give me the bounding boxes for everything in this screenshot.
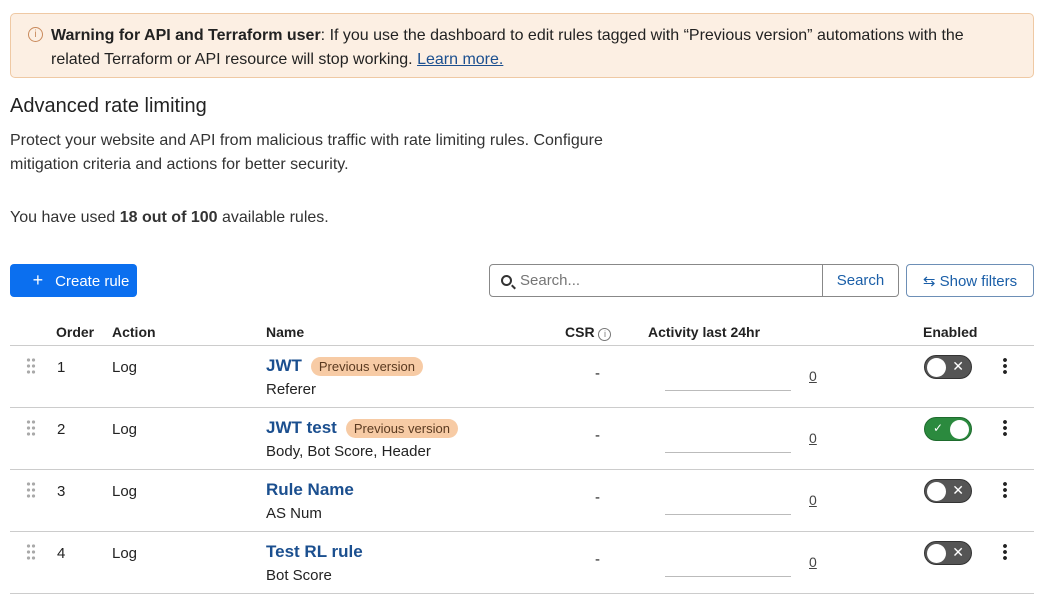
rule-fields: AS Num [266, 505, 322, 522]
activity-sparkline [665, 390, 791, 391]
rule-fields: Bot Score [266, 567, 332, 584]
activity-sparkline [665, 514, 791, 515]
warning-banner: i Warning for API and Terraform user: If… [10, 13, 1034, 78]
rule-name: Rule Name [266, 480, 354, 500]
enabled-toggle[interactable]: ✕ [924, 355, 972, 379]
search-button[interactable]: Search [822, 265, 898, 296]
learn-more-link[interactable]: Learn more. [417, 51, 504, 68]
header-order: Order [56, 324, 95, 340]
rule-csr: - [595, 489, 600, 506]
rule-action: Log [112, 483, 138, 500]
table-row: 1 Log JWT Previous version Referer - 0 ✕ [0, 345, 1045, 407]
toggle-knob [927, 544, 946, 563]
rule-name-link[interactable]: JWT test [266, 418, 337, 437]
search-input[interactable] [490, 265, 822, 296]
create-rule-label: Create rule [55, 273, 130, 290]
toggle-knob [950, 420, 969, 439]
activity-count-link[interactable]: 0 [809, 492, 817, 508]
header-csr: CSR i [565, 324, 612, 341]
more-options-icon[interactable] [1000, 543, 1010, 561]
search-group: Search [489, 264, 899, 297]
header-name: Name [266, 324, 305, 340]
rule-action: Log [112, 359, 138, 376]
activity-sparkline [665, 452, 791, 453]
usage-prefix: You have used [10, 209, 120, 226]
rule-action: Log [112, 545, 138, 562]
rule-name-link[interactable]: Test RL rule [266, 542, 363, 561]
rule-csr: - [595, 427, 600, 444]
activity-count-link[interactable]: 0 [809, 368, 817, 384]
more-options-icon[interactable] [1000, 357, 1010, 375]
rule-name: Test RL rule [266, 542, 363, 562]
header-action: Action [112, 324, 156, 340]
x-icon: ✕ [952, 358, 964, 374]
activity-count-link[interactable]: 0 [809, 430, 817, 446]
x-icon: ✕ [952, 544, 964, 560]
table-row: 3 Log Rule Name AS Num - 0 ✕ [0, 469, 1045, 531]
info-icon[interactable]: i [598, 328, 612, 341]
show-filters-label: Show filters [939, 272, 1018, 290]
rule-action: Log [112, 421, 138, 438]
enabled-toggle[interactable]: ✕ [924, 541, 972, 565]
page-description: Protect your website and API from malici… [10, 132, 603, 173]
rule-csr: - [595, 365, 600, 382]
enabled-toggle[interactable]: ✕ [924, 479, 972, 503]
usage-count: 18 out of 100 [119, 209, 218, 226]
enabled-toggle[interactable]: ✓ [924, 417, 972, 441]
activity-count-link[interactable]: 0 [809, 554, 817, 570]
toggle-knob [927, 358, 946, 377]
table-row: 4 Log Test RL rule Bot Score - 0 ✕ [0, 531, 1045, 593]
filter-arrows-icon: ⇆ [922, 272, 940, 290]
rule-name: JWT test Previous version [266, 418, 458, 438]
usage-suffix: available rules. [217, 209, 329, 226]
drag-handle-icon[interactable] [26, 481, 36, 499]
table-row: 2 Log JWT test Previous version Body, Bot… [0, 407, 1045, 469]
drag-handle-icon[interactable] [26, 357, 36, 375]
previous-version-badge: Previous version [345, 418, 458, 438]
usage-text: You have used 18 out of 100 available ru… [10, 209, 329, 227]
more-options-icon[interactable] [1000, 419, 1010, 437]
info-icon: i [28, 27, 43, 42]
drag-handle-icon[interactable] [26, 543, 36, 561]
rule-csr: - [595, 551, 600, 568]
rule-name: JWT Previous version [266, 356, 423, 376]
rule-order: 4 [57, 545, 66, 562]
divider [10, 531, 1034, 532]
header-activity: Activity last 24hr [648, 324, 761, 340]
rule-order: 2 [57, 421, 66, 438]
warning-text: : If you use the dashboard to edit rules… [51, 27, 964, 68]
create-rule-button[interactable]: + Create rule [10, 264, 137, 297]
header-enabled: Enabled [923, 324, 978, 340]
rule-fields: Referer [266, 381, 317, 398]
rule-order: 1 [57, 359, 66, 376]
toggle-knob [927, 482, 946, 501]
plus-icon: + [32, 270, 44, 290]
divider [10, 407, 1034, 408]
x-icon: ✕ [952, 482, 964, 498]
divider [10, 593, 1034, 594]
rule-name-link[interactable]: Rule Name [266, 480, 354, 499]
header-csr-label: CSR [565, 324, 595, 340]
previous-version-badge: Previous version [310, 356, 423, 376]
check-icon: ✓ [933, 421, 944, 435]
activity-sparkline [665, 576, 791, 577]
divider [10, 469, 1034, 470]
warning-title: Warning for API and Terraform user [51, 27, 321, 44]
drag-handle-icon[interactable] [26, 419, 36, 437]
more-options-icon[interactable] [1000, 481, 1010, 499]
page-title: Advanced rate limiting [10, 95, 207, 117]
show-filters-button[interactable]: ⇆ Show filters [906, 264, 1034, 297]
search-icon [501, 275, 512, 286]
divider [10, 345, 1034, 346]
rule-fields: Body, Bot Score, Header [266, 443, 431, 460]
rule-name-link[interactable]: JWT [266, 356, 302, 375]
rule-order: 3 [57, 483, 66, 500]
